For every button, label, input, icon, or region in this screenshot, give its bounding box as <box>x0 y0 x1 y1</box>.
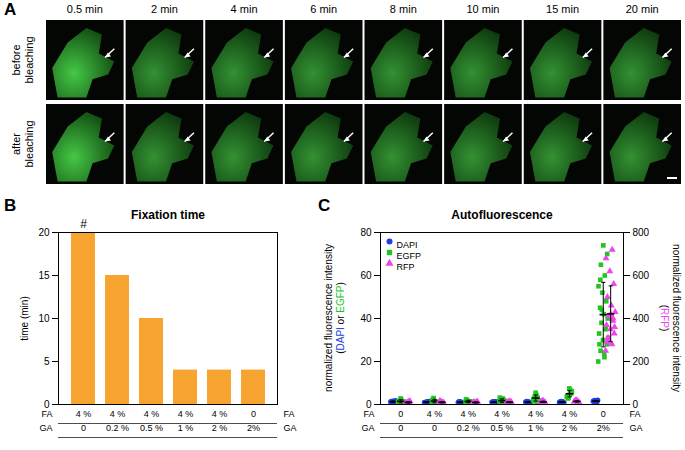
svg-text:4 %: 4 % <box>460 409 476 419</box>
svg-text:400: 400 <box>633 313 650 324</box>
svg-text:FA: FA <box>630 409 641 419</box>
svg-text:GA: GA <box>284 423 297 433</box>
html-text:B: B <box>4 196 17 215</box>
svg-text:GA: GA <box>39 423 52 433</box>
svg-text:FA: FA <box>284 409 295 419</box>
svg-text:0: 0 <box>365 398 372 410</box>
svg-text:0: 0 <box>43 398 50 410</box>
svg-text:0: 0 <box>81 423 86 433</box>
svg-text:20: 20 <box>38 227 50 238</box>
svg-text:0.5 min: 0.5 min <box>67 3 103 15</box>
svg-text:normalized fluorescence intens: normalized fluorescence intensity(RFP) <box>659 244 682 392</box>
svg-text:4 %: 4 % <box>528 409 544 419</box>
svg-text:1 %: 1 % <box>178 423 194 433</box>
svg-text:GA: GA <box>361 423 374 433</box>
svg-text:10: 10 <box>38 313 50 324</box>
svg-text:20: 20 <box>360 356 372 367</box>
svg-text:10 min: 10 min <box>466 3 499 15</box>
svg-text:40: 40 <box>360 313 372 324</box>
svg-text:4 %: 4 % <box>562 409 578 419</box>
svg-text:4 %: 4 % <box>76 409 92 419</box>
svg-text:200: 200 <box>633 356 650 367</box>
svg-text:0: 0 <box>398 423 403 433</box>
svg-text:FA: FA <box>363 409 374 419</box>
svg-text:0.2 %: 0.2 % <box>457 423 480 433</box>
svg-text:beforebleaching: beforebleaching <box>10 36 35 83</box>
svg-text:6 min: 6 min <box>310 3 337 15</box>
svg-text:#: # <box>80 217 87 231</box>
svg-text:time (min): time (min) <box>19 296 30 340</box>
svg-text:2%: 2% <box>597 423 610 433</box>
svg-text:GA: GA <box>630 423 643 433</box>
svg-text:0: 0 <box>432 423 437 433</box>
svg-text:4 %: 4 % <box>212 409 228 419</box>
svg-text:4 %: 4 % <box>494 409 510 419</box>
svg-text:600: 600 <box>633 270 650 281</box>
svg-text:FA: FA <box>41 409 52 419</box>
svg-text:4 min: 4 min <box>231 3 258 15</box>
svg-text:0: 0 <box>601 409 606 419</box>
svg-text:Fixation time: Fixation time <box>131 208 205 222</box>
svg-text:80: 80 <box>360 227 372 238</box>
svg-text:4 %: 4 % <box>427 409 443 419</box>
svg-text:800: 800 <box>633 227 650 238</box>
svg-text:2%: 2% <box>247 423 260 433</box>
svg-text:15: 15 <box>38 270 50 281</box>
svg-text:normalized fluorescence intens: normalized fluorescence intensity(DAPI o… <box>323 244 346 392</box>
svg-text:0.5 %: 0.5 % <box>490 423 513 433</box>
svg-text:20 min: 20 min <box>626 3 659 15</box>
svg-text:2 min: 2 min <box>151 3 178 15</box>
svg-text:0: 0 <box>398 409 403 419</box>
svg-text:60: 60 <box>360 270 372 281</box>
svg-text:Autofluorescence: Autofluorescence <box>451 208 553 222</box>
svg-text:RFP: RFP <box>397 262 415 272</box>
svg-text:0.5 %: 0.5 % <box>140 423 163 433</box>
svg-text:1 %: 1 % <box>528 423 544 433</box>
svg-text:0: 0 <box>251 409 256 419</box>
svg-text:4 %: 4 % <box>110 409 126 419</box>
svg-text:2 %: 2 % <box>562 423 578 433</box>
svg-text:2 %: 2 % <box>212 423 228 433</box>
svg-text:5: 5 <box>44 356 50 367</box>
svg-text:0: 0 <box>633 399 639 410</box>
svg-text:0.2 %: 0.2 % <box>106 423 129 433</box>
svg-text:DAPI: DAPI <box>397 240 418 250</box>
svg-text:4 %: 4 % <box>178 409 194 419</box>
svg-text:afterbleaching: afterbleaching <box>10 120 35 167</box>
svg-text:4 %: 4 % <box>144 409 160 419</box>
svg-text:15 min: 15 min <box>546 3 579 15</box>
svg-text:EGFP: EGFP <box>397 251 422 261</box>
html-text:C: C <box>318 196 331 215</box>
html-text:A: A <box>4 0 17 19</box>
svg-text:8 min: 8 min <box>390 3 417 15</box>
